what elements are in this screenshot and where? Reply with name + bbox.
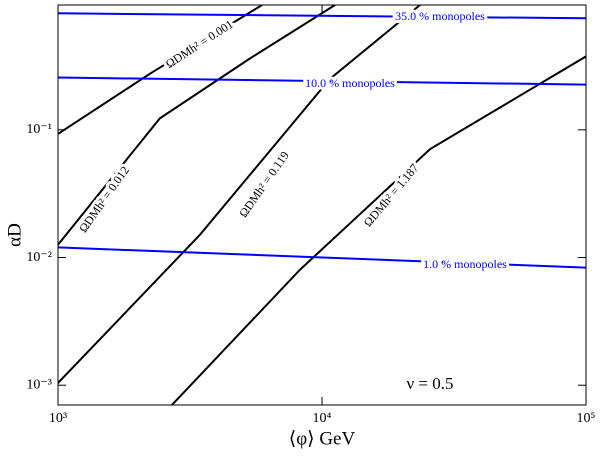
line-label: 35.0 % monopoles [395, 9, 485, 23]
line-label: 10.0 % monopoles [305, 76, 395, 90]
y-tick-label: 10⁻³ [26, 377, 52, 392]
y-axis-label: αD [4, 223, 25, 247]
x-axis-label: ⟨φ⟩ GeV [289, 428, 356, 449]
line [58, 76, 586, 86]
line [58, 5, 336, 246]
line [58, 12, 586, 20]
plot-frame [57, 4, 587, 406]
x-tick-label: 10⁴ [313, 411, 332, 426]
line-label: 1.0 % monopoles [423, 257, 507, 271]
line-label: ΩDMh² = 1.187 [361, 161, 422, 229]
line [58, 246, 586, 269]
annotation: ν = 0.5 [406, 374, 453, 393]
line-label: ΩDMh² = 0.012 [76, 163, 132, 235]
x-tick-label: 10⁵ [577, 411, 596, 426]
line [58, 5, 421, 384]
y-tick-label: 10⁻² [26, 250, 52, 265]
line [58, 5, 263, 135]
line [171, 55, 586, 405]
x-tick-label: 10³ [49, 411, 67, 426]
y-tick-label: 10⁻¹ [26, 122, 52, 137]
line-label: ΩDMh² = 0.001 [163, 17, 236, 71]
